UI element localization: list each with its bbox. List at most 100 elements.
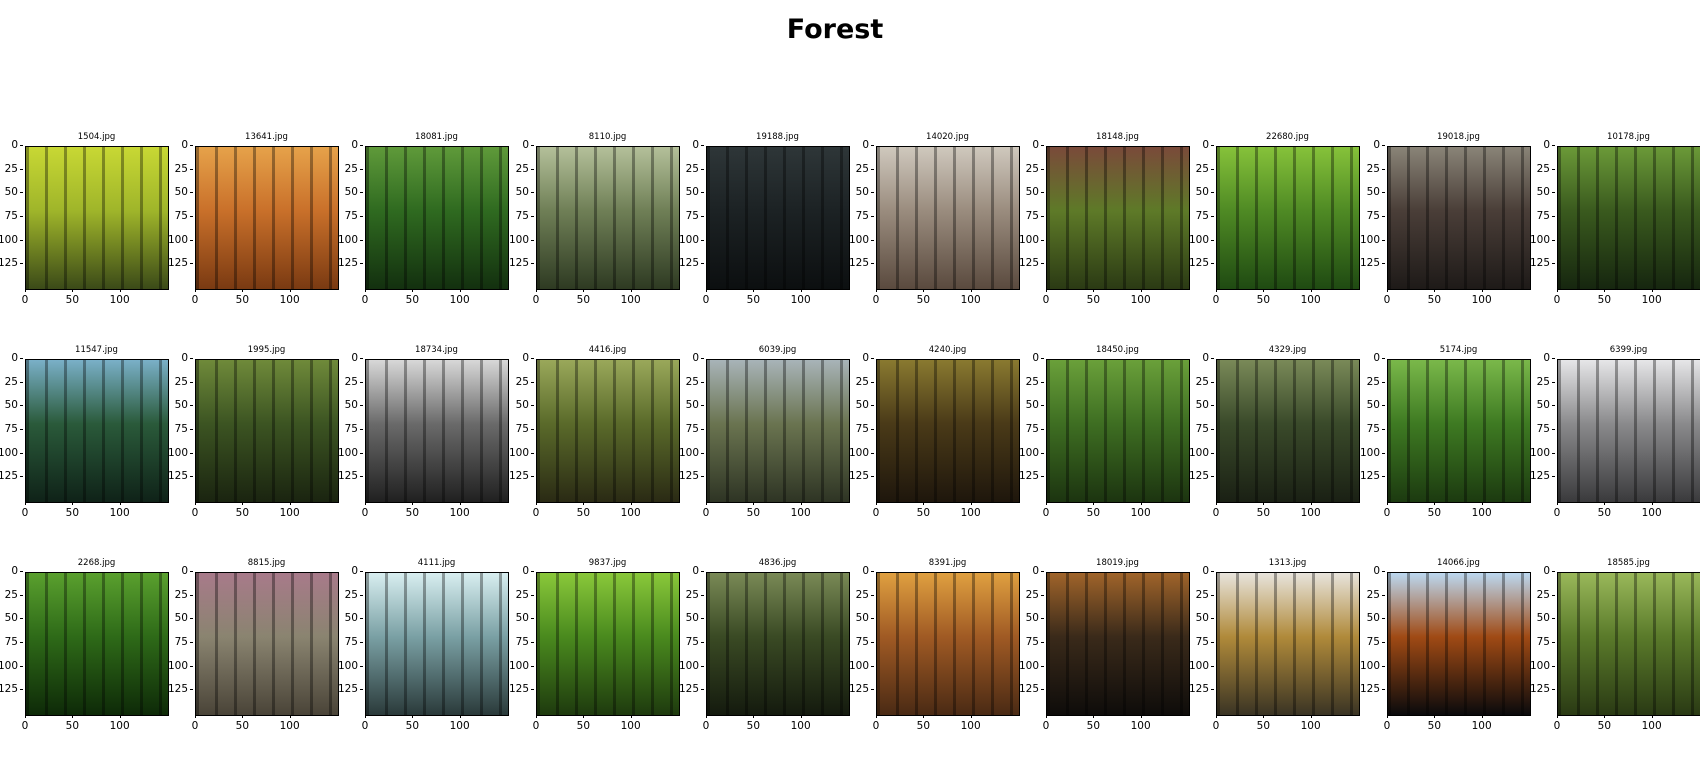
y-tick-label: 50 [1356, 399, 1385, 411]
panel-title: 19018.jpg [1437, 132, 1480, 142]
x-tick-label: 50 [397, 502, 427, 519]
image-panel: 18148.jpg [1046, 132, 1191, 297]
panel-title: 22680.jpg [1266, 132, 1309, 142]
x-tick-label: 50 [1589, 715, 1619, 732]
x-tick-label: 100 [105, 289, 135, 306]
y-tick-label: 100 [1015, 447, 1044, 459]
forest-photo [26, 147, 168, 289]
y-tick-label: 125 [505, 470, 534, 482]
y-tick-label: 50 [1015, 399, 1044, 411]
y-tick-label: 25 [1356, 163, 1385, 175]
forest-photo [26, 573, 168, 715]
y-tick-label: 75 [1015, 636, 1044, 648]
y-tick-label: 75 [505, 210, 534, 222]
y-tick-label: 25 [845, 589, 874, 601]
x-tick-label: 0 [1201, 502, 1231, 519]
image-thumbnail [876, 359, 1020, 503]
x-tick-label: 100 [1296, 715, 1326, 732]
y-tick-label: 125 [1015, 257, 1044, 269]
x-tick-label: 50 [908, 289, 938, 306]
y-tick-label: 100 [1015, 660, 1044, 672]
image-panel: 8391.jpg [876, 558, 1021, 723]
panel-title: 5174.jpg [1439, 345, 1478, 355]
panel-title: 11547.jpg [75, 345, 118, 355]
y-tick-label: 125 [164, 470, 193, 482]
forest-photo [1558, 147, 1700, 289]
x-tick-label: 100 [786, 715, 816, 732]
y-tick-label: 50 [334, 186, 363, 198]
y-tick-label: 100 [164, 660, 193, 672]
x-tick-label: 50 [227, 715, 257, 732]
panel-title: 10178.jpg [1607, 132, 1650, 142]
y-tick-label: 0 [845, 139, 874, 151]
image-thumbnail [1557, 572, 1700, 716]
y-tick-label: 125 [1185, 470, 1214, 482]
y-tick-label: 25 [164, 589, 193, 601]
x-tick-label: 50 [397, 715, 427, 732]
forest-photo [1217, 360, 1359, 502]
y-tick-label: 75 [1356, 210, 1385, 222]
image-thumbnail [536, 572, 680, 716]
y-tick-label: 25 [0, 589, 23, 601]
x-tick-label: 100 [275, 502, 305, 519]
y-tick-label: 0 [505, 565, 534, 577]
x-tick-label: 0 [1542, 289, 1572, 306]
forest-photo [537, 147, 679, 289]
panel-title: 18081.jpg [415, 132, 458, 142]
x-tick-label: 0 [861, 502, 891, 519]
y-tick-label: 0 [1015, 352, 1044, 364]
x-tick-label: 100 [1637, 502, 1667, 519]
forest-photo [366, 360, 508, 502]
image-panel: 4240.jpg [876, 345, 1021, 510]
y-tick-label: 125 [0, 470, 23, 482]
forest-photo [707, 147, 849, 289]
y-tick-label: 75 [334, 210, 363, 222]
forest-photo [1388, 573, 1530, 715]
forest-photo [1558, 360, 1700, 502]
image-panel: 9837.jpg [536, 558, 681, 723]
y-tick-label: 0 [845, 565, 874, 577]
x-tick-label: 0 [691, 289, 721, 306]
y-tick-label: 25 [334, 376, 363, 388]
y-tick-label: 125 [845, 257, 874, 269]
image-thumbnail [1216, 146, 1360, 290]
y-tick-label: 125 [1356, 683, 1385, 695]
x-tick-label: 0 [10, 289, 40, 306]
panel-title: 4329.jpg [1268, 345, 1307, 355]
y-tick-label: 75 [675, 636, 704, 648]
y-tick-label: 75 [1015, 423, 1044, 435]
y-tick-label: 75 [1185, 210, 1214, 222]
y-tick-label: 25 [0, 376, 23, 388]
image-panel: 14020.jpg [876, 132, 1021, 297]
image-panel: 19188.jpg [706, 132, 851, 297]
forest-photo [1047, 360, 1189, 502]
x-tick-label: 0 [350, 289, 380, 306]
panel-title: 9837.jpg [588, 558, 627, 568]
image-panel: 6399.jpg [1557, 345, 1700, 510]
forest-photo [196, 573, 338, 715]
y-tick-label: 125 [0, 257, 23, 269]
forest-photo [537, 360, 679, 502]
y-tick-label: 125 [845, 470, 874, 482]
y-tick-label: 25 [0, 163, 23, 175]
x-tick-label: 100 [786, 289, 816, 306]
y-tick-label: 25 [1015, 163, 1044, 175]
x-tick-label: 100 [1467, 502, 1497, 519]
x-tick-label: 50 [1248, 715, 1278, 732]
y-tick-label: 50 [1185, 612, 1214, 624]
x-tick-label: 100 [956, 715, 986, 732]
image-panel: 19018.jpg [1387, 132, 1532, 297]
y-tick-label: 75 [0, 423, 23, 435]
image-thumbnail [365, 146, 509, 290]
x-tick-label: 50 [57, 289, 87, 306]
image-panel: 8110.jpg [536, 132, 681, 297]
x-tick-label: 100 [105, 715, 135, 732]
y-tick-label: 125 [334, 257, 363, 269]
panel-title: 1313.jpg [1268, 558, 1307, 568]
y-tick-label: 125 [675, 257, 704, 269]
x-tick-label: 100 [445, 289, 475, 306]
image-thumbnail [876, 572, 1020, 716]
x-tick-label: 50 [1248, 289, 1278, 306]
y-tick-label: 75 [1526, 636, 1555, 648]
y-tick-label: 0 [0, 565, 23, 577]
